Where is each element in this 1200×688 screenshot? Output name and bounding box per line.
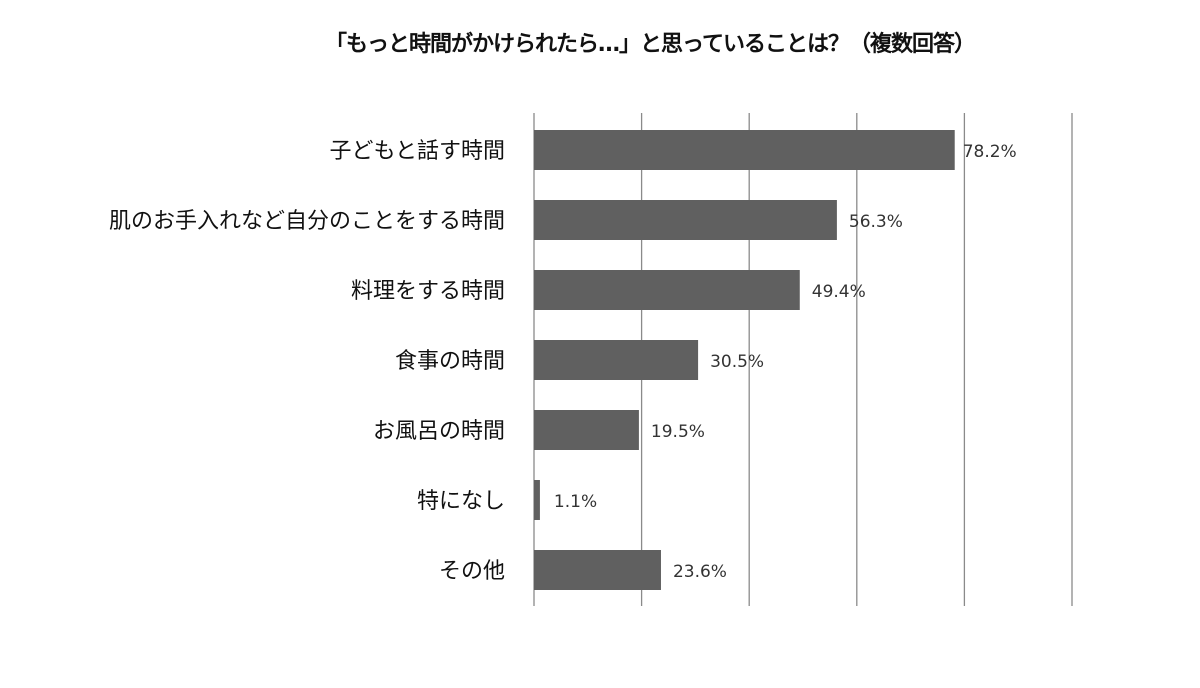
data-label: 49.4% (812, 282, 866, 302)
chart-title: 「もっと時間がかけられたら…」と思っていることは？（複数回答） (325, 32, 976, 57)
category-label: 食事の時間 (395, 349, 505, 374)
data-label: 30.5% (710, 352, 764, 372)
category-label: 子どもと話す時間 (329, 139, 505, 164)
bar (534, 410, 639, 450)
bar (534, 270, 800, 310)
category-label: 肌のお手入れなど自分のことをする時間 (109, 209, 505, 234)
category-label: 特になし (417, 489, 505, 514)
category-label: お風呂の時間 (373, 419, 505, 444)
bar (534, 200, 837, 240)
category-label: その他 (439, 559, 505, 584)
bar (534, 130, 955, 170)
data-label: 78.2% (963, 142, 1017, 162)
bar (534, 340, 699, 380)
category-label: 料理をする時間 (351, 279, 505, 304)
bar (534, 480, 540, 520)
bar (534, 550, 661, 590)
data-label: 56.3% (849, 212, 903, 232)
data-label: 19.5% (651, 422, 705, 442)
data-label: 23.6% (673, 562, 727, 582)
data-label: 1.1% (554, 492, 597, 512)
